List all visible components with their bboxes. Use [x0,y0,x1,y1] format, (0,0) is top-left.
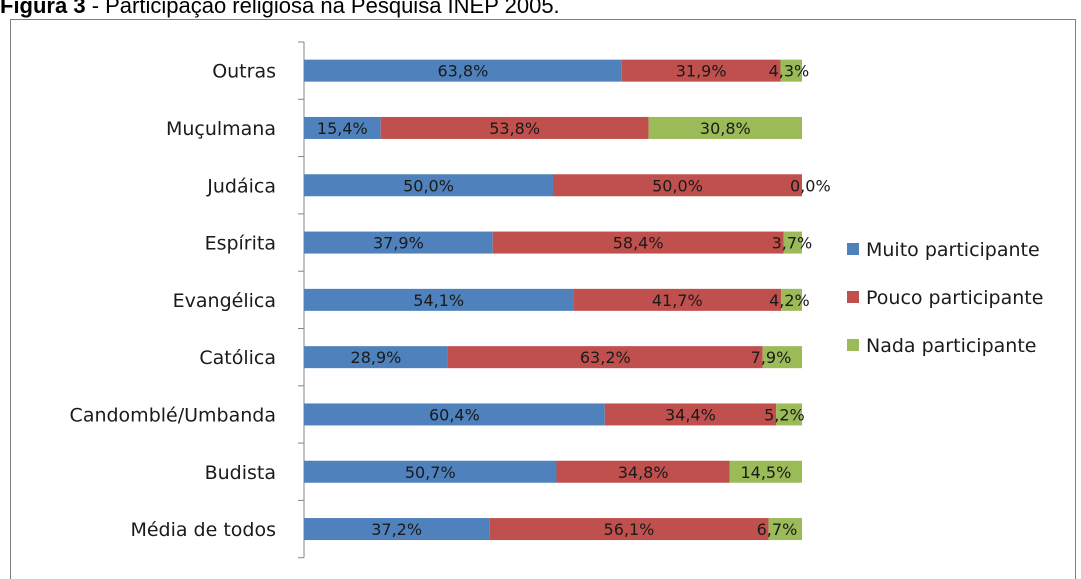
category-label-espirita: Espírita [205,233,276,255]
category-label-candomble-umbanda: Candomblé/Umbanda [70,404,276,426]
bar-nada-espirita [783,231,802,254]
bar-pouco-outras [621,59,781,82]
data-label-muito-espirita: 37,9% [373,234,424,253]
category-label-judaica: Judáica [206,175,276,197]
data-label-nada-budista: 14,5% [740,463,791,482]
bar-nada-evangelica [781,288,802,311]
data-label-pouco-budista: 34,8% [618,463,669,482]
category-label-catolica: Católica [199,347,276,369]
figure-caption-prefix: Figura 3 [0,0,86,18]
legend-label-pouco: Pouco participante [866,287,1043,309]
data-label-muito-budista: 50,7% [405,463,456,482]
data-label-muito-media-de-todos: 37,2% [371,520,422,539]
bar-muito-media-de-todos [304,518,490,541]
bar-muito-catolica [304,346,448,369]
bar-pouco-media-de-todos [489,518,769,541]
data-label-pouco-muculmana: 53,8% [489,119,540,138]
data-label-nada-outras: 4,3% [769,62,810,81]
category-label-media-de-todos: Média de todos [130,519,276,541]
data-label-nada-media-de-todos: 6,7% [757,520,798,539]
data-label-muito-judaica: 50,0% [403,176,454,195]
figure-caption: Figura 3 - Participação religiosa na Pes… [0,0,1081,19]
bar-nada-budista [729,460,802,483]
bar-nada-muculmana [648,116,802,139]
bar-muito-muculmana [304,116,381,139]
legend-label-muito: Muito participante [866,239,1040,261]
bar-nada-media-de-todos [768,518,802,541]
data-label-nada-candomble-umbanda: 5,2% [764,405,805,424]
data-label-pouco-evangelica: 41,7% [652,291,703,310]
data-label-nada-espirita: 3,7% [772,234,813,253]
category-label-muculmana: Muçulmana [166,118,276,140]
bar-muito-candomble-umbanda [304,403,605,426]
bar-muito-budista [304,460,557,483]
data-label-pouco-candomble-umbanda: 34,4% [665,405,716,424]
chart-frame [10,19,1076,579]
legend-swatch-nada [847,339,859,351]
bar-pouco-evangelica [573,288,782,311]
category-label-outras: Outras [212,61,276,83]
category-label-budista: Budista [205,462,276,484]
bar-pouco-judaica [553,174,802,197]
bar-nada-candomble-umbanda [776,403,802,426]
data-label-nada-judaica: 0,0% [790,176,831,195]
figure-caption-text: - Participação religiosa na Pesquisa INE… [85,0,560,18]
bar-nada-outras [780,59,802,82]
bar-pouco-candomble-umbanda [604,403,777,426]
legend-swatch-pouco [847,291,859,303]
data-label-nada-catolica: 7,9% [751,348,792,367]
bar-pouco-espirita [492,231,784,254]
bar-pouco-budista [556,460,730,483]
bar-muito-evangelica [304,288,574,311]
data-label-muito-candomble-umbanda: 60,4% [429,405,480,424]
bar-pouco-muculmana [380,116,649,139]
data-label-nada-muculmana: 30,8% [700,119,751,138]
legend-swatch-muito [847,243,859,255]
legend-label-nada: Nada participante [866,335,1036,357]
bar-muito-espirita [304,231,493,254]
data-label-pouco-outras: 31,9% [676,62,727,81]
bar-muito-judaica [304,174,553,197]
data-label-pouco-catolica: 63,2% [580,348,631,367]
data-label-pouco-media-de-todos: 56,1% [604,520,655,539]
data-label-nada-evangelica: 4,2% [769,291,810,310]
data-label-muito-outras: 63,8% [437,62,488,81]
data-label-muito-catolica: 28,9% [351,348,402,367]
data-label-pouco-judaica: 50,0% [652,176,703,195]
category-label-evangelica: Evangélica [173,290,276,312]
data-label-muito-muculmana: 15,4% [317,119,368,138]
bar-nada-catolica [762,346,802,369]
data-label-pouco-espirita: 58,4% [613,234,664,253]
bar-pouco-catolica [447,346,763,369]
bar-muito-outras [304,59,622,82]
data-label-muito-evangelica: 54,1% [413,291,464,310]
